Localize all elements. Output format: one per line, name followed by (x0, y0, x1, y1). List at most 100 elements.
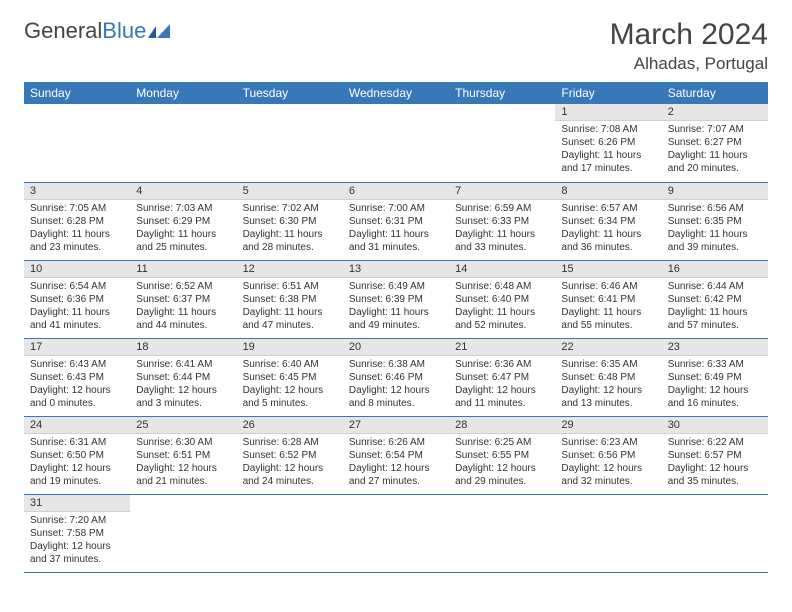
sunset-line: Sunset: 6:28 PM (30, 215, 124, 228)
sunset-line: Sunset: 6:56 PM (561, 449, 655, 462)
sunset-line: Sunset: 6:49 PM (668, 371, 762, 384)
calendar-day-cell: 1Sunrise: 7:08 AMSunset: 6:26 PMDaylight… (555, 104, 661, 182)
day-data: Sunrise: 6:26 AMSunset: 6:54 PMDaylight:… (343, 434, 449, 492)
calendar-empty-cell (130, 494, 236, 572)
calendar-empty-cell (555, 494, 661, 572)
calendar-day-cell: 3Sunrise: 7:05 AMSunset: 6:28 PMDaylight… (24, 182, 130, 260)
sunset-line: Sunset: 6:40 PM (455, 293, 549, 306)
calendar-day-cell: 12Sunrise: 6:51 AMSunset: 6:38 PMDayligh… (237, 260, 343, 338)
sunrise-line: Sunrise: 6:22 AM (668, 436, 762, 449)
calendar-day-cell: 4Sunrise: 7:03 AMSunset: 6:29 PMDaylight… (130, 182, 236, 260)
daylight-line: Daylight: 12 hours and 3 minutes. (136, 384, 230, 410)
day-data: Sunrise: 6:30 AMSunset: 6:51 PMDaylight:… (130, 434, 236, 492)
day-number: 28 (449, 417, 555, 434)
sunset-line: Sunset: 6:37 PM (136, 293, 230, 306)
sunset-line: Sunset: 6:51 PM (136, 449, 230, 462)
day-data: Sunrise: 7:02 AMSunset: 6:30 PMDaylight:… (237, 200, 343, 258)
day-number: 17 (24, 339, 130, 356)
calendar-day-cell: 30Sunrise: 6:22 AMSunset: 6:57 PMDayligh… (662, 416, 768, 494)
daylight-line: Daylight: 11 hours and 41 minutes. (30, 306, 124, 332)
sunrise-line: Sunrise: 6:38 AM (349, 358, 443, 371)
day-data: Sunrise: 6:22 AMSunset: 6:57 PMDaylight:… (662, 434, 768, 492)
sunrise-line: Sunrise: 6:49 AM (349, 280, 443, 293)
sunset-line: Sunset: 6:44 PM (136, 371, 230, 384)
calendar-empty-cell (343, 494, 449, 572)
daylight-line: Daylight: 12 hours and 11 minutes. (455, 384, 549, 410)
sunrise-line: Sunrise: 6:51 AM (243, 280, 337, 293)
day-number: 18 (130, 339, 236, 356)
daylight-line: Daylight: 11 hours and 31 minutes. (349, 228, 443, 254)
day-number: 15 (555, 261, 661, 278)
sunrise-line: Sunrise: 6:59 AM (455, 202, 549, 215)
day-data: Sunrise: 6:36 AMSunset: 6:47 PMDaylight:… (449, 356, 555, 414)
sunset-line: Sunset: 7:58 PM (30, 527, 124, 540)
day-number: 3 (24, 183, 130, 200)
daylight-line: Daylight: 12 hours and 35 minutes. (668, 462, 762, 488)
sunset-line: Sunset: 6:27 PM (668, 136, 762, 149)
day-number: 2 (662, 104, 768, 121)
day-data: Sunrise: 6:57 AMSunset: 6:34 PMDaylight:… (555, 200, 661, 258)
day-data: Sunrise: 6:31 AMSunset: 6:50 PMDaylight:… (24, 434, 130, 492)
day-number: 4 (130, 183, 236, 200)
day-number: 14 (449, 261, 555, 278)
day-data: Sunrise: 6:48 AMSunset: 6:40 PMDaylight:… (449, 278, 555, 336)
sunrise-line: Sunrise: 6:36 AM (455, 358, 549, 371)
sunrise-line: Sunrise: 6:25 AM (455, 436, 549, 449)
day-data: Sunrise: 6:46 AMSunset: 6:41 PMDaylight:… (555, 278, 661, 336)
calendar-empty-cell (237, 104, 343, 182)
calendar-day-cell: 25Sunrise: 6:30 AMSunset: 6:51 PMDayligh… (130, 416, 236, 494)
sunrise-line: Sunrise: 6:26 AM (349, 436, 443, 449)
sunrise-line: Sunrise: 6:52 AM (136, 280, 230, 293)
day-number: 19 (237, 339, 343, 356)
calendar-day-cell: 6Sunrise: 7:00 AMSunset: 6:31 PMDaylight… (343, 182, 449, 260)
calendar-day-cell: 16Sunrise: 6:44 AMSunset: 6:42 PMDayligh… (662, 260, 768, 338)
calendar-day-cell: 10Sunrise: 6:54 AMSunset: 6:36 PMDayligh… (24, 260, 130, 338)
sunrise-line: Sunrise: 7:05 AM (30, 202, 124, 215)
sunset-line: Sunset: 6:50 PM (30, 449, 124, 462)
calendar-day-cell: 28Sunrise: 6:25 AMSunset: 6:55 PMDayligh… (449, 416, 555, 494)
daylight-line: Daylight: 11 hours and 49 minutes. (349, 306, 443, 332)
day-data: Sunrise: 6:54 AMSunset: 6:36 PMDaylight:… (24, 278, 130, 336)
flag-icon (148, 22, 174, 40)
day-number: 8 (555, 183, 661, 200)
day-number: 13 (343, 261, 449, 278)
sunrise-line: Sunrise: 6:43 AM (30, 358, 124, 371)
sunset-line: Sunset: 6:38 PM (243, 293, 337, 306)
day-data: Sunrise: 7:05 AMSunset: 6:28 PMDaylight:… (24, 200, 130, 258)
daylight-line: Daylight: 12 hours and 21 minutes. (136, 462, 230, 488)
sunset-line: Sunset: 6:41 PM (561, 293, 655, 306)
sunset-line: Sunset: 6:57 PM (668, 449, 762, 462)
daylight-line: Daylight: 11 hours and 39 minutes. (668, 228, 762, 254)
calendar-empty-cell (130, 104, 236, 182)
daylight-line: Daylight: 12 hours and 27 minutes. (349, 462, 443, 488)
title-block: March 2024 Alhadas, Portugal (610, 18, 768, 74)
location-label: Alhadas, Portugal (610, 54, 768, 74)
sunset-line: Sunset: 6:47 PM (455, 371, 549, 384)
sunset-line: Sunset: 6:45 PM (243, 371, 337, 384)
day-number: 20 (343, 339, 449, 356)
sunrise-line: Sunrise: 6:35 AM (561, 358, 655, 371)
sunset-line: Sunset: 6:31 PM (349, 215, 443, 228)
weekday-header: Sunday (24, 82, 130, 104)
sunset-line: Sunset: 6:34 PM (561, 215, 655, 228)
daylight-line: Daylight: 11 hours and 57 minutes. (668, 306, 762, 332)
day-data: Sunrise: 7:07 AMSunset: 6:27 PMDaylight:… (662, 121, 768, 179)
daylight-line: Daylight: 12 hours and 8 minutes. (349, 384, 443, 410)
day-data: Sunrise: 6:52 AMSunset: 6:37 PMDaylight:… (130, 278, 236, 336)
day-data: Sunrise: 6:51 AMSunset: 6:38 PMDaylight:… (237, 278, 343, 336)
weekday-header: Saturday (662, 82, 768, 104)
sunrise-line: Sunrise: 6:28 AM (243, 436, 337, 449)
sunset-line: Sunset: 6:43 PM (30, 371, 124, 384)
sunrise-line: Sunrise: 6:48 AM (455, 280, 549, 293)
weekday-header: Thursday (449, 82, 555, 104)
calendar-day-cell: 21Sunrise: 6:36 AMSunset: 6:47 PMDayligh… (449, 338, 555, 416)
calendar-day-cell: 22Sunrise: 6:35 AMSunset: 6:48 PMDayligh… (555, 338, 661, 416)
weekday-header: Monday (130, 82, 236, 104)
day-number: 16 (662, 261, 768, 278)
sunrise-line: Sunrise: 6:40 AM (243, 358, 337, 371)
weekday-header: Tuesday (237, 82, 343, 104)
sunset-line: Sunset: 6:55 PM (455, 449, 549, 462)
sunset-line: Sunset: 6:39 PM (349, 293, 443, 306)
day-number: 22 (555, 339, 661, 356)
sunrise-line: Sunrise: 6:56 AM (668, 202, 762, 215)
